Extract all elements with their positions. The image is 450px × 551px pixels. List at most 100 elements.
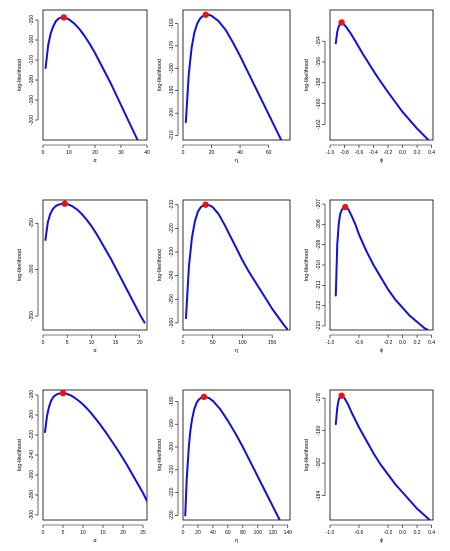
y-tick-label: -180 (29, 75, 35, 85)
x-tick-label: 20 (209, 150, 215, 156)
x-axis-label: ϕ (380, 348, 383, 354)
plot-frame (182, 9, 291, 141)
y-tick-label: -170 (29, 55, 35, 65)
y-tick-label: -300 (29, 264, 35, 274)
y-tick-label: -280 (29, 490, 35, 500)
likelihood-curve (334, 21, 430, 140)
x-axis-label: η (235, 348, 238, 354)
y-tick-label: -240 (29, 450, 35, 460)
y-axis-label: log-likelihood (304, 59, 310, 91)
max-likelihood-point (202, 11, 210, 18)
x-tick-label: 150 (268, 340, 277, 346)
panel-8: 0 20 40 60 80 100 120 140 η -230 -220 -210 -200 -190 -… (157, 389, 293, 544)
y-tick-label: -210 (169, 465, 175, 475)
y-tick-label: -260 (29, 470, 35, 480)
max-likelihood-point (342, 203, 349, 211)
y-tick-label: -170 (169, 41, 175, 51)
x-tick-label: 20 (92, 150, 98, 156)
x-tick-label: 0.2 (414, 530, 421, 536)
x-tick-label: 5 (62, 530, 65, 536)
x-tick-label: -0.2 (384, 530, 393, 536)
likelihood-curve (184, 13, 283, 140)
y-tick-label: -160 (29, 35, 35, 45)
x-axis-label: α (93, 158, 97, 164)
panel-9: -1.0 -0.6 -0.2 0.0 0.2 0.4 ϕ -184 -182 -180 -178 lo… (304, 389, 435, 544)
x-tick-label: 140 (284, 530, 293, 536)
y-tick-label: -220 (169, 223, 175, 233)
y-tick-label: -210 (316, 260, 322, 270)
x-tick-label: -0.8 (340, 150, 349, 156)
x-tick-label: 10 (66, 150, 72, 156)
x-tick-label: 0 (42, 150, 45, 156)
x-tick-label: 0.4 (428, 150, 435, 156)
y-axis-label: log-likelihood (157, 249, 163, 281)
x-tick-label: -0.6 (355, 340, 364, 346)
x-tick-label: -0.4 (369, 150, 378, 156)
max-likelihood-point (338, 19, 345, 26)
y-tick-label: -160 (316, 98, 322, 108)
x-tick-label: 0.0 (399, 150, 406, 156)
x-tick-label: 0.0 (399, 340, 406, 346)
y-tick-label: -350 (29, 311, 35, 321)
x-tick-label: 30 (118, 150, 124, 156)
max-likelihood-point (200, 393, 208, 401)
y-tick-label: -180 (316, 425, 322, 435)
likelihood-curve (334, 394, 432, 520)
x-tick-label: 50 (210, 340, 216, 346)
x-tick-label: 25 (140, 530, 146, 536)
y-tick-label: -200 (169, 108, 175, 118)
plot-frame (42, 389, 148, 521)
y-axis-label: log-likelihood (17, 439, 23, 471)
x-axis-label: ϕ (380, 158, 383, 164)
x-tick-label: 15 (113, 340, 119, 346)
y-tick-label: -220 (29, 430, 35, 440)
y-tick-label: -209 (316, 239, 322, 249)
y-tick-label: -150 (29, 15, 35, 25)
x-tick-label: 40 (237, 150, 243, 156)
panel-6: -1.0 -0.6 -0.2 0.0 0.2 0.4 ϕ -213 -212 -211 -210 -2… (304, 199, 435, 354)
y-tick-label: -212 (316, 300, 322, 310)
y-tick-label: -182 (316, 458, 322, 468)
y-tick-label: -162 (316, 119, 322, 129)
x-tick-label: 0 (182, 530, 185, 536)
x-tick-label: -1.0 (326, 150, 335, 156)
y-axis-label: log-likelihood (304, 249, 310, 281)
plot-frame (42, 199, 148, 331)
likelihood-curve (334, 206, 429, 330)
y-tick-label: -213 (316, 321, 322, 331)
likelihood-curve (44, 202, 146, 324)
x-axis-label: α (93, 348, 97, 354)
y-tick-label: -160 (169, 18, 175, 28)
y-tick-label: -180 (29, 390, 35, 400)
y-tick-label: -210 (169, 200, 175, 210)
y-tick-label: -200 (29, 115, 35, 125)
y-tick-label: -208 (316, 219, 322, 229)
y-axis-label: log-likelihood (157, 439, 163, 471)
y-tick-label: -250 (169, 294, 175, 304)
y-axis-label: log-likelihood (17, 249, 23, 281)
max-likelihood-point (61, 200, 68, 207)
y-tick-label: -210 (169, 130, 175, 140)
x-tick-label: -1.0 (326, 530, 335, 536)
y-tick-label: -158 (316, 78, 322, 88)
x-tick-label: 0 (182, 150, 185, 156)
x-tick-label: 20 (195, 530, 201, 536)
x-tick-label: 0.4 (428, 530, 435, 536)
plot-frame (182, 389, 291, 521)
panel-1: 0 10 20 30 40 α -200 -190 -180 -170 -160 -150 log-li… (17, 9, 150, 164)
x-tick-label: -0.2 (384, 340, 393, 346)
y-tick-label: -207 (316, 199, 322, 209)
x-tick-label: 0 (42, 340, 45, 346)
x-axis-label: η (235, 158, 238, 164)
y-tick-label: -180 (169, 396, 175, 406)
y-tick-label: -200 (169, 442, 175, 452)
x-tick-label: -0.6 (355, 150, 364, 156)
x-tick-label: 40 (210, 530, 216, 536)
plot-frame (329, 199, 434, 331)
x-tick-label: 100 (238, 340, 247, 346)
max-likelihood-point (60, 14, 67, 21)
x-axis-label: η (235, 538, 238, 544)
panel-2: 0 20 40 60 η -210 -200 -190 -180 -170 -160 log-like… (157, 9, 291, 164)
plot-frame (42, 9, 148, 141)
